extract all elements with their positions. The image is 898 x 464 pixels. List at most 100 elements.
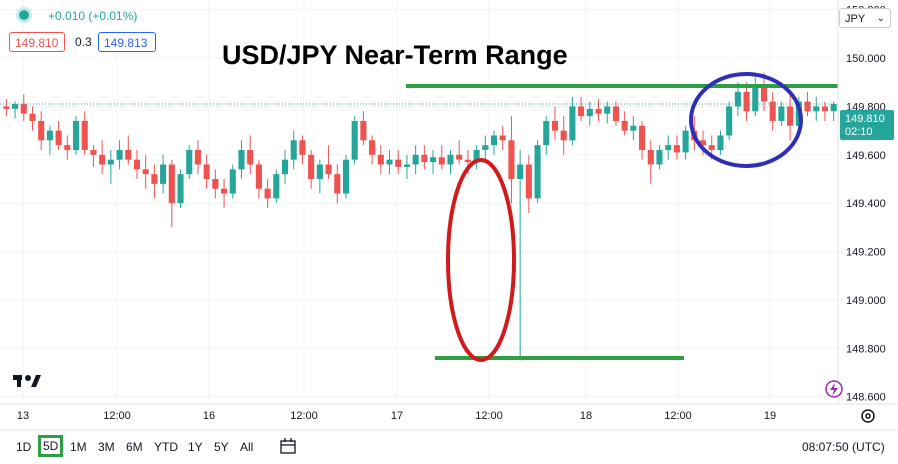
candle-body (665, 145, 672, 150)
timeframe-5y[interactable]: 5Y (214, 440, 229, 454)
currency-selector[interactable]: JPY ⌄ (839, 8, 891, 28)
calendar-range-icon[interactable] (280, 438, 296, 454)
ask-price[interactable]: 149.813 (98, 32, 156, 52)
timeframe-6m[interactable]: 6M (126, 440, 143, 454)
candle-body (813, 106, 820, 112)
candle-body (752, 87, 759, 112)
red-spike-ellipse (446, 158, 516, 362)
candle-body (229, 169, 236, 194)
candle-body (186, 149, 193, 175)
price-axis: 150.200150.000149.800149.600149.400149.2… (846, 5, 886, 404)
timeframe-ytd[interactable]: YTD (154, 440, 178, 454)
candle-body (543, 120, 550, 146)
time-axis: 13 12:00 16 12:00 17 12:00 18 12:00 19 (17, 410, 776, 422)
timeframe-1y[interactable]: 1Y (188, 440, 203, 454)
gear-icon[interactable] (861, 409, 875, 423)
lightning-icon[interactable] (825, 380, 843, 398)
candle-body (203, 164, 210, 180)
candle-body (212, 179, 219, 189)
x-tick-label: 12:00 (664, 410, 692, 422)
candle-body (769, 101, 776, 121)
candle-body (412, 154, 419, 165)
candle-body (421, 154, 428, 163)
candle-body (578, 106, 585, 117)
blue-range-ellipse (689, 72, 803, 168)
timeframe-1d[interactable]: 1D (16, 440, 32, 454)
bid-price[interactable]: 149.810 (9, 32, 65, 52)
candle-body (290, 140, 297, 160)
x-tick-label: 12:00 (103, 410, 131, 422)
x-tick-label: 12:00 (475, 410, 503, 422)
candle-body (116, 149, 123, 160)
candle-body (38, 120, 45, 141)
y-tick-label: 149.400 (846, 198, 886, 210)
candle-body (334, 174, 341, 194)
candle-body (107, 159, 114, 165)
candle-body (708, 145, 715, 150)
spread-value: 0.3 (75, 35, 92, 49)
timeframe-5d[interactable]: 5D (38, 435, 64, 457)
candle-body (604, 106, 611, 114)
candle-body (787, 106, 794, 126)
candle-body (316, 164, 323, 180)
candle-body (3, 106, 10, 109)
candle-body (360, 120, 367, 141)
candle-body (64, 145, 71, 150)
candle-body (221, 188, 228, 194)
last-price-countdown: 02:10 (845, 126, 873, 138)
status-dot-icon (19, 10, 29, 20)
candle-body (299, 140, 306, 155)
candle-body (621, 120, 628, 131)
timeframe-1m[interactable]: 1M (70, 440, 87, 454)
chart-title: USD/JPY Near-Term Range (222, 40, 568, 70)
candle-body (743, 91, 750, 112)
x-tick-label: 18 (580, 410, 592, 422)
candle-body (525, 164, 532, 199)
tradingview-logo[interactable] (13, 375, 41, 387)
y-tick-label: 150.000 (846, 53, 886, 65)
candle-body (342, 159, 350, 194)
chevron-down-icon: ⌄ (876, 13, 885, 24)
candle-body (699, 140, 707, 146)
candle-body (551, 120, 559, 131)
candle-body (255, 164, 262, 189)
y-tick-label: 149.200 (846, 247, 886, 259)
candle-body (473, 149, 480, 163)
candle-body (830, 104, 837, 112)
x-tick-label: 19 (764, 410, 776, 422)
candle-body (125, 149, 132, 160)
candle-body (142, 169, 149, 175)
candle-body (29, 113, 36, 121)
candle-body (386, 159, 393, 165)
candle-body (490, 135, 498, 146)
candle-body (499, 135, 506, 141)
y-tick-label: 149.600 (846, 150, 886, 162)
candle-body (534, 145, 541, 199)
candle-body (447, 154, 454, 165)
candle-body (55, 130, 62, 146)
candle-body (177, 174, 184, 204)
candle-body (821, 106, 828, 112)
candle-body (560, 130, 567, 141)
last-price-tag: 149.810 02:10 (840, 110, 894, 140)
candle-body (12, 104, 19, 109)
x-tick-label: 17 (391, 410, 403, 422)
y-tick-label: 149.000 (846, 295, 886, 307)
timeframe-all[interactable]: All (240, 440, 254, 454)
y-tick-label: 148.800 (846, 343, 886, 355)
candle-body (395, 159, 402, 167)
candle-body (72, 120, 80, 150)
candle-body (99, 154, 106, 165)
candle-body (586, 108, 593, 117)
candle-body (682, 130, 689, 153)
candle-body (90, 149, 97, 155)
utc-clock: 08:07:50 (UTC) (802, 440, 885, 454)
candle-body (377, 154, 384, 165)
candle-body (673, 145, 680, 153)
timeframe-3m[interactable]: 3M (98, 440, 115, 454)
candles (3, 72, 837, 361)
currency-label: JPY (845, 13, 866, 25)
x-tick-label: 12:00 (290, 410, 318, 422)
price-change: +0.010 (+0.01%) (48, 9, 138, 23)
